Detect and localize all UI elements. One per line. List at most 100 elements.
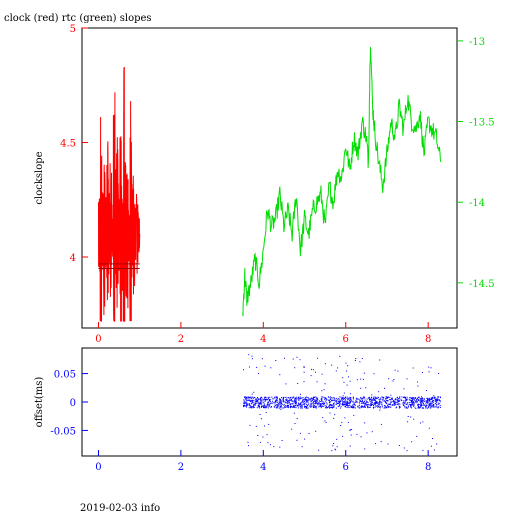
offset-point: [244, 403, 246, 404]
offset-point: [262, 436, 264, 438]
offset-point: [328, 405, 330, 407]
offset-point: [334, 414, 336, 416]
offset-point: [308, 398, 310, 400]
offset-point: [324, 400, 326, 402]
offset-point: [404, 401, 406, 403]
offset-point: [311, 400, 313, 401]
offset-point: [347, 407, 349, 409]
offset-point: [356, 379, 358, 381]
offset-point: [396, 401, 398, 403]
offset-point: [369, 399, 370, 400]
offset-point: [342, 395, 344, 397]
offset-point: [278, 401, 280, 403]
offset-point: [258, 406, 260, 408]
offset-point: [348, 405, 350, 407]
offset-point: [255, 399, 257, 401]
offset-point: [286, 399, 288, 401]
offset-point: [270, 399, 272, 401]
offset-point: [337, 399, 339, 401]
offset-point: [313, 401, 315, 403]
offset-point: [428, 366, 430, 368]
offset-point: [375, 400, 377, 402]
offset-point: [429, 400, 431, 402]
offset-point: [336, 402, 338, 404]
offset-point: [369, 405, 371, 407]
offset-point: [349, 404, 351, 406]
offset-point: [343, 404, 345, 406]
offset-point: [358, 398, 360, 400]
top-y-axis-label: clockslope: [34, 151, 45, 204]
offset-point: [361, 403, 363, 404]
offset-point: [329, 406, 331, 408]
offset-point: [311, 400, 312, 402]
offset-point: [362, 378, 364, 380]
offset-point: [415, 397, 417, 399]
offset-point: [292, 402, 294, 404]
offset-point: [299, 432, 301, 434]
offset-point: [374, 406, 376, 408]
offset-point: [274, 401, 276, 403]
offset-point: [402, 402, 404, 404]
offset-point: [397, 404, 399, 406]
offset-point: [373, 396, 375, 398]
offset-point: [379, 402, 381, 404]
offset-point: [299, 393, 301, 395]
offset-point: [389, 396, 391, 398]
offset-point: [245, 405, 247, 407]
offset-point: [413, 401, 415, 403]
offset-point: [403, 447, 405, 449]
offset-point: [388, 406, 390, 408]
offset-point: [437, 406, 439, 408]
offset-point: [328, 405, 330, 407]
offset-point: [353, 407, 355, 409]
offset-point: [301, 407, 303, 409]
offset-point: [332, 445, 334, 447]
offset-point: [329, 401, 331, 403]
offset-point: [375, 403, 376, 405]
offset-point: [379, 401, 380, 403]
offset-point: [367, 401, 369, 403]
offset-point: [330, 406, 332, 408]
offset-point: [419, 406, 421, 408]
offset-point: [300, 406, 302, 408]
offset-point: [346, 396, 348, 398]
offset-point: [343, 392, 345, 394]
offset-point: [343, 397, 344, 399]
offset-point: [321, 399, 322, 401]
offset-point: [278, 403, 280, 405]
offset-point: [412, 399, 413, 401]
offset-point: [349, 402, 351, 404]
offset-point: [439, 404, 441, 406]
offset-point: [293, 412, 295, 414]
offset-point: [416, 402, 418, 404]
offset-point: [430, 397, 432, 399]
offset-point: [333, 397, 335, 399]
offset-point: [300, 397, 302, 399]
offset-point: [287, 405, 288, 407]
offset-point: [350, 405, 352, 407]
offset-point: [411, 403, 413, 405]
offset-point: [279, 401, 281, 403]
offset-point: [296, 439, 298, 441]
offset-point: [397, 370, 399, 372]
offset-point: [287, 405, 289, 407]
offset-point: [324, 383, 326, 385]
offset-point: [274, 402, 276, 404]
offset-point: [300, 407, 302, 409]
offset-point: [356, 433, 358, 435]
offset-point: [435, 403, 437, 405]
left-tick-label: 4.5: [60, 139, 76, 150]
offset-point: [423, 403, 424, 405]
offset-point: [316, 397, 318, 399]
offset-point: [289, 407, 291, 408]
offset-point: [435, 401, 437, 403]
offset-point: [421, 399, 423, 401]
offset-point: [269, 405, 271, 407]
right-tick-label: -13: [469, 37, 485, 48]
offset-point: [298, 396, 299, 398]
offset-point: [253, 404, 255, 405]
offset-point: [246, 401, 248, 403]
offset-point: [318, 400, 320, 402]
offset-point: [435, 400, 437, 402]
offset-point: [325, 401, 327, 403]
